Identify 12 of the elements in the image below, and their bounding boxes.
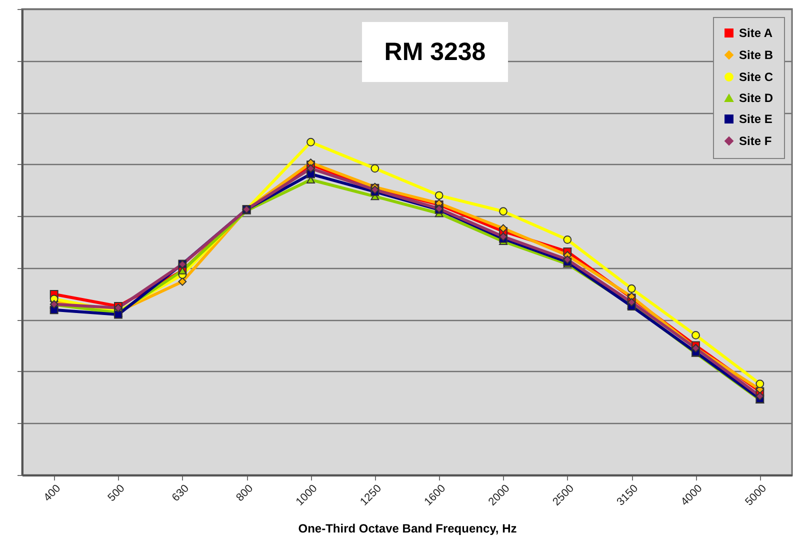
x-tick-label: 400 <box>42 482 64 504</box>
legend-label: Site D <box>739 91 774 105</box>
legend-label: Site C <box>739 70 774 84</box>
x-tick-label: 630 <box>170 482 192 504</box>
legend-label: Site F <box>739 134 772 148</box>
legend-label: Site E <box>739 112 772 126</box>
x-tick-label: 800 <box>234 482 256 504</box>
chart-title: RM 3238 <box>362 22 508 82</box>
x-tick-label: 500 <box>106 482 128 504</box>
x-axis-title: One-Third Octave Band Frequency, Hz <box>298 522 517 536</box>
legend-label: Site B <box>739 48 774 62</box>
legend-label: Site A <box>739 26 773 40</box>
